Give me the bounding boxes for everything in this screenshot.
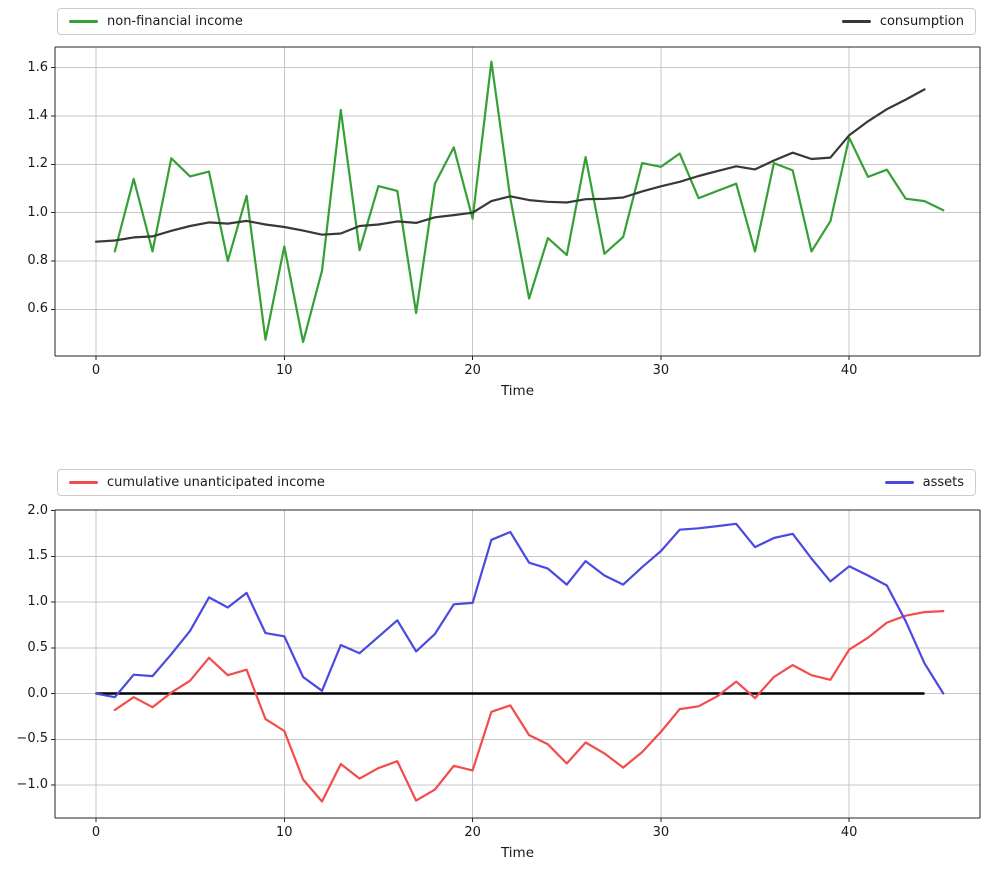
y-tick-label: 0.6: [27, 301, 48, 317]
y-tick-label: 0.0: [27, 685, 48, 701]
y-tick-label: 0.8: [27, 253, 48, 269]
x-tick-label: 20: [464, 825, 481, 840]
series-line-consumption: [94, 88, 926, 243]
y-tick-label: 1.0: [27, 594, 48, 609]
y-tick-label: 1.5: [27, 548, 48, 564]
x-tick-label: 10: [276, 825, 293, 840]
series-line-assets: [94, 522, 945, 699]
y-tick-label: 1.0: [27, 204, 48, 220]
x-tick-label: 30: [652, 363, 670, 378]
series-line-cumulative-unanticipated-income: [113, 609, 945, 803]
x-axis-title-bottom: Time: [500, 845, 535, 861]
legend-label: consumption: [879, 14, 964, 29]
legend-label: cumulative unanticipated income: [107, 475, 325, 490]
x-axis-title-top: Time: [500, 383, 535, 399]
x-tick-label: 0: [91, 825, 101, 840]
line-swatch-icon: [884, 481, 914, 484]
line-swatch-icon: [841, 20, 871, 23]
x-tick-label: 40: [840, 825, 858, 840]
legend-item-consumption: consumption: [841, 14, 964, 29]
x-tick-label: 40: [840, 363, 858, 378]
legend-label: non-financial income: [107, 14, 243, 29]
legend-item-assets: assets: [884, 475, 964, 490]
x-tick-label: 0: [91, 363, 101, 378]
series-line-non-financial-income: [113, 60, 945, 344]
legend-label: assets: [922, 475, 964, 490]
x-tick-label: 10: [276, 363, 293, 378]
y-tick-label: −0.5: [16, 731, 48, 747]
legend-item-cumulative-unanticipated-income: cumulative unanticipated income: [69, 476, 325, 489]
legend-item-non-financial-income: non-financial income: [69, 15, 243, 28]
line-swatch-icon: [69, 481, 98, 484]
y-tick-label: 2.0: [27, 502, 48, 518]
y-tick-label: 0.5: [27, 639, 48, 655]
y-tick-label: 1.6: [27, 59, 48, 75]
legend-bottom-chart: cumulative unanticipated income assets: [57, 469, 976, 496]
legend-top-chart: non-financial income consumption: [57, 8, 976, 35]
line-swatch-icon: [69, 20, 98, 23]
x-tick-label: 20: [464, 363, 481, 378]
y-tick-label: 1.4: [27, 108, 48, 123]
y-tick-label: 1.2: [27, 156, 48, 172]
x-tick-label: 30: [652, 825, 670, 840]
y-tick-label: −1.0: [16, 777, 48, 792]
